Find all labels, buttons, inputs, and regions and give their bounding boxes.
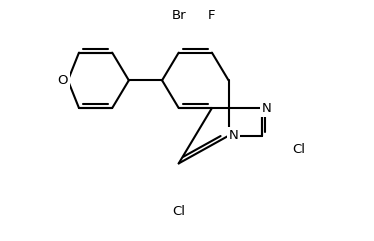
Text: N: N (262, 101, 272, 114)
Text: Br: Br (171, 9, 186, 22)
Text: O: O (57, 74, 68, 87)
Text: F: F (208, 9, 216, 22)
Text: Cl: Cl (292, 143, 305, 156)
Text: N: N (229, 129, 238, 142)
Text: Cl: Cl (172, 205, 185, 218)
